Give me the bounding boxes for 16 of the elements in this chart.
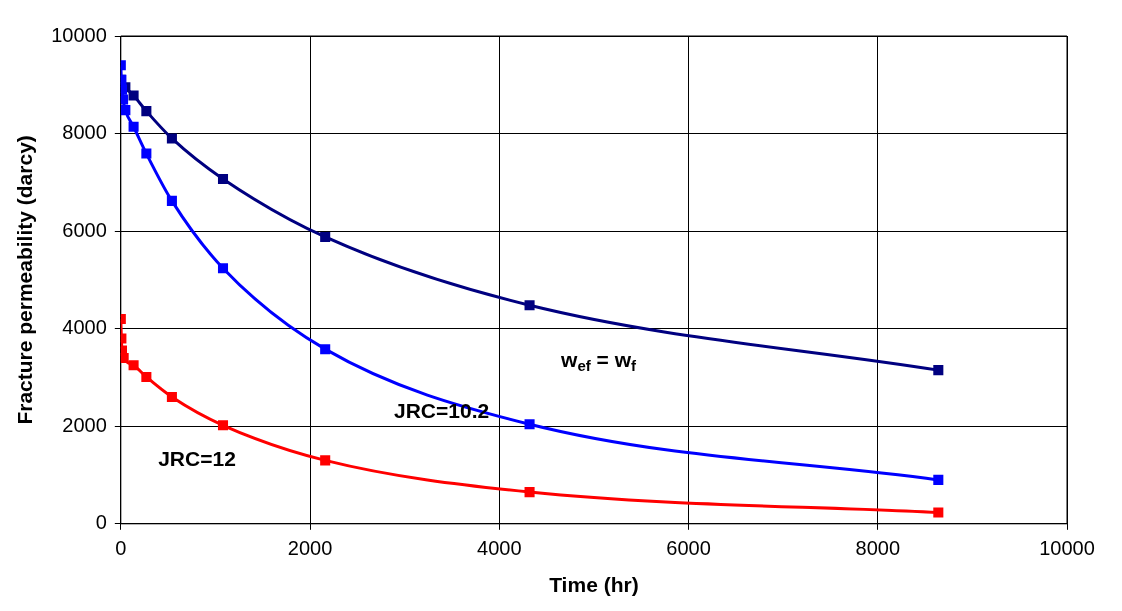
x-tick-label: 0: [115, 537, 127, 560]
x-tick-label: 10000: [1039, 537, 1095, 560]
y-tick-label: 4000: [62, 316, 107, 339]
x-tick-label: 8000: [855, 537, 901, 560]
y-axis-title: Fracture permeability (darcy): [13, 135, 37, 425]
series-label: JRC=12: [158, 447, 236, 471]
series-label: JRC=10.2: [393, 399, 490, 423]
y-tick-label: 10000: [51, 23, 107, 46]
y-tick-label: 2000: [62, 413, 107, 436]
y-tick-label: 6000: [62, 218, 107, 241]
x-tick-label: 6000: [666, 537, 711, 560]
y-tick-label: 8000: [62, 121, 107, 144]
x-axis-title: Time (hr): [549, 573, 639, 597]
x-tick-label: 4000: [477, 537, 522, 560]
x-tick-label: 2000: [287, 537, 333, 560]
y-tick-label: 0: [95, 511, 107, 534]
